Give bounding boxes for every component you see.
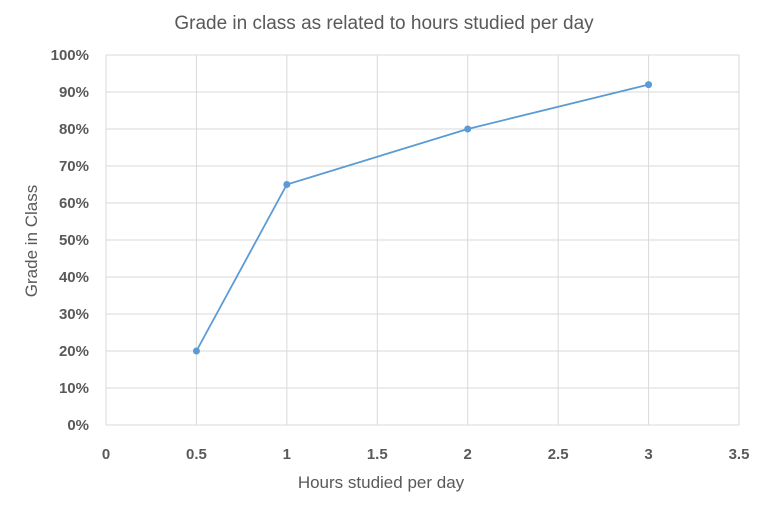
x-axis-title: Hours studied per day bbox=[298, 473, 465, 492]
y-tick-label: 0% bbox=[67, 417, 89, 434]
y-tick-label: 100% bbox=[51, 47, 89, 64]
y-tick-label: 40% bbox=[59, 269, 89, 286]
y-tick-label: 20% bbox=[59, 343, 89, 360]
x-axis-ticks: 0 0.5 1 1.5 2 2.5 3 3.5 bbox=[102, 446, 750, 463]
x-tick-label: 3 bbox=[644, 446, 652, 463]
y-tick-label: 70% bbox=[59, 158, 89, 175]
x-tick-label: 2.5 bbox=[548, 446, 569, 463]
data-point bbox=[283, 181, 291, 188]
y-tick-label: 90% bbox=[59, 84, 89, 101]
series-line bbox=[195, 83, 649, 352]
x-tick-label: 0 bbox=[102, 446, 110, 463]
data-point bbox=[192, 347, 200, 355]
x-tick-label: 1 bbox=[283, 446, 291, 463]
x-tick-label: 1.5 bbox=[367, 446, 388, 463]
y-axis-ticks: 0% 10% 20% 30% 40% 50% 60% 70% 80% 90% 100% bbox=[51, 47, 89, 434]
y-tick-label: 80% bbox=[59, 121, 89, 138]
y-tick-label: 30% bbox=[59, 306, 89, 323]
gridlines bbox=[105, 54, 740, 426]
chart-title: Grade in class as related to hours studi… bbox=[174, 13, 594, 34]
data-point bbox=[464, 125, 472, 133]
y-axis-title: Grade in Class bbox=[22, 185, 41, 297]
y-tick-label: 50% bbox=[59, 232, 89, 249]
x-tick-label: 3.5 bbox=[729, 446, 750, 463]
data-point bbox=[645, 81, 653, 89]
x-tick-label: 2 bbox=[464, 446, 472, 463]
data-series bbox=[192, 81, 653, 355]
y-tick-label: 10% bbox=[59, 380, 89, 397]
y-tick-label: 60% bbox=[59, 195, 89, 212]
x-tick-label: 0.5 bbox=[186, 446, 207, 463]
